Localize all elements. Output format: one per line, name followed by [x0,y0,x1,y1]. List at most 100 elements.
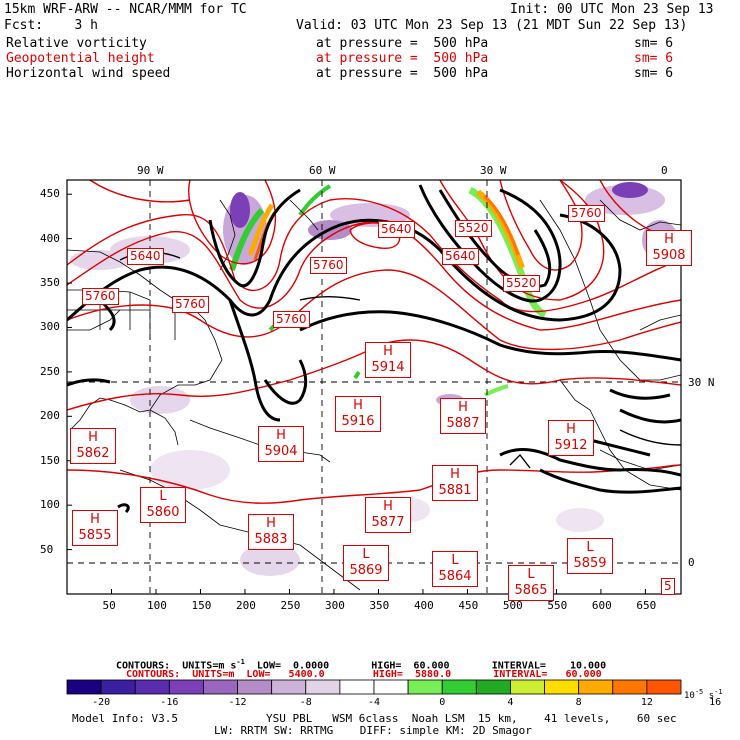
colorbar-label: 8 [575,697,582,708]
center-letter: H [664,232,674,247]
contour-label: 5640 [378,221,415,238]
center-value: 5860 [146,505,180,520]
high-pressure-box: H 5914 [365,342,411,378]
contours-wind-exp: -1 [236,658,245,666]
contour-label: 5760 [310,257,347,274]
center-letter: L [527,567,535,582]
center-value: 5859 [573,556,607,571]
contour-label: 5640 [127,248,164,265]
contours-height-info: CONTOURS: UNITS=m LOW= 5400.0 HIGH= 5880… [126,669,602,680]
high-pressure-box: H 5881 [432,465,478,501]
high-pressure-box: H 5877 [365,497,411,533]
x-tick-label: 550 [547,599,568,612]
low-pressure-box: L 5864 [432,551,478,587]
center-letter: H [566,422,576,437]
field-level-vorticity: at pressure = 500 hPa [316,36,489,51]
field-name-vorticity: Relative vorticity [6,36,147,51]
center-letter: H [276,428,286,443]
y-tick-label: 400 [40,231,60,245]
wind-contours-thin [119,251,681,469]
x-tick-label: 650 [636,599,657,612]
contour-label: 5760 [82,288,119,305]
colorbar-swatch [544,679,580,695]
field-name-wind: Horizontal wind speed [6,66,171,81]
colorbar-swatch [510,679,545,695]
y-tick-label: 200 [40,409,60,423]
y-tick-label: 100 [40,498,60,512]
forecast-hour: Fcst: 3 h [4,18,98,33]
colorbar-label: -8 [299,697,312,708]
center-letter: L [586,540,594,555]
x-tick-label: 300 [324,599,345,612]
colorbar-swatch [612,679,648,695]
y-tick-label: 300 [40,320,60,334]
field-name-height: Geopotential height [6,51,155,66]
center-letter: H [383,344,393,359]
physics-line-2: LW: RRTM SW: RRTMG DIFF: simple KM: 2D S… [214,724,532,737]
x-tick-label: 100 [146,599,167,612]
contour-label: 5760 [568,205,605,222]
center-letter: H [458,400,468,415]
center-value: 5883 [254,532,288,547]
high-pressure-box: H 5916 [335,396,381,432]
center-value: 5916 [341,414,375,429]
units-tail: s [703,691,715,701]
colorbar-label: -12 [228,697,247,708]
colorbar-label: 16 [709,697,722,708]
center-value: 5877 [371,515,405,530]
contours-wind-info: CONTOURS: UNITS=m s-1 LOW= 0.0000 HIGH= … [116,656,606,672]
plot-frame [66,179,682,595]
colorbar-label: 12 [640,697,653,708]
contour-label: 5520 [455,220,492,237]
y-tick-label: 250 [40,364,60,378]
x-tick-label: 350 [369,599,390,612]
colorbar-swatch [373,679,409,695]
units-base: 10 [684,691,695,701]
colorbar-swatch [339,679,375,695]
low-pressure-box: L 5860 [140,487,186,523]
y-tick-label: 50 [40,542,54,556]
colorbar-swatch [203,679,238,695]
units-tail-exp: -1 [714,688,723,696]
physics-line-1: YSU PBL WSM 6class Noah LSM 15 km, 41 le… [266,712,677,725]
high-pressure-box: H 5855 [72,510,118,546]
center-value: 5864 [438,569,472,584]
center-letter: H [383,499,393,514]
lon-label-60w: 60 W [309,164,336,177]
center-letter: L [159,489,167,504]
low-pressure-box: L 5859 [567,538,613,574]
x-tick-label: 250 [280,599,301,612]
center-value: 5887 [446,416,480,431]
colorbar-label: -16 [160,697,179,708]
colorbar-swatch [237,679,273,695]
colorbar-label: 4 [507,697,514,708]
high-pressure-box: H 5887 [440,398,486,434]
axis-ticks [67,193,646,594]
colorbar-label: -20 [92,697,111,708]
colorbar-label: 0 [439,697,446,708]
colorbar-swatch [578,679,614,695]
wind-contours [67,184,681,514]
center-letter: L [362,547,370,562]
lat-label-30n: 30 N [688,376,715,389]
units-exp: -5 [694,688,704,696]
high-pressure-box: H 5862 [70,428,116,464]
field-smooth-height: sm= 6 [634,51,674,66]
colorbar-units: 10-5 s-1 [684,686,723,703]
contour-label: 5760 [172,296,209,313]
low-pressure-box: L 5869 [343,545,389,581]
valid-time: Valid: 03 UTC Mon 23 Sep 13 (21 MDT Sun … [296,18,688,33]
colorbar-swatch [168,679,204,695]
y-tick-label: 150 [40,453,60,467]
center-value: 5912 [554,438,588,453]
colorbar [66,679,682,695]
x-tick-label: 500 [502,599,523,612]
contour-label: 5760 [273,311,310,328]
center-value: 5855 [78,528,112,543]
field-smooth-wind: sm= 6 [634,66,674,81]
center-value: 5914 [371,360,405,375]
high-pressure-box: H 5908 [646,230,692,266]
y-tick-label: 350 [40,276,60,290]
colorbar-swatch [441,679,477,695]
